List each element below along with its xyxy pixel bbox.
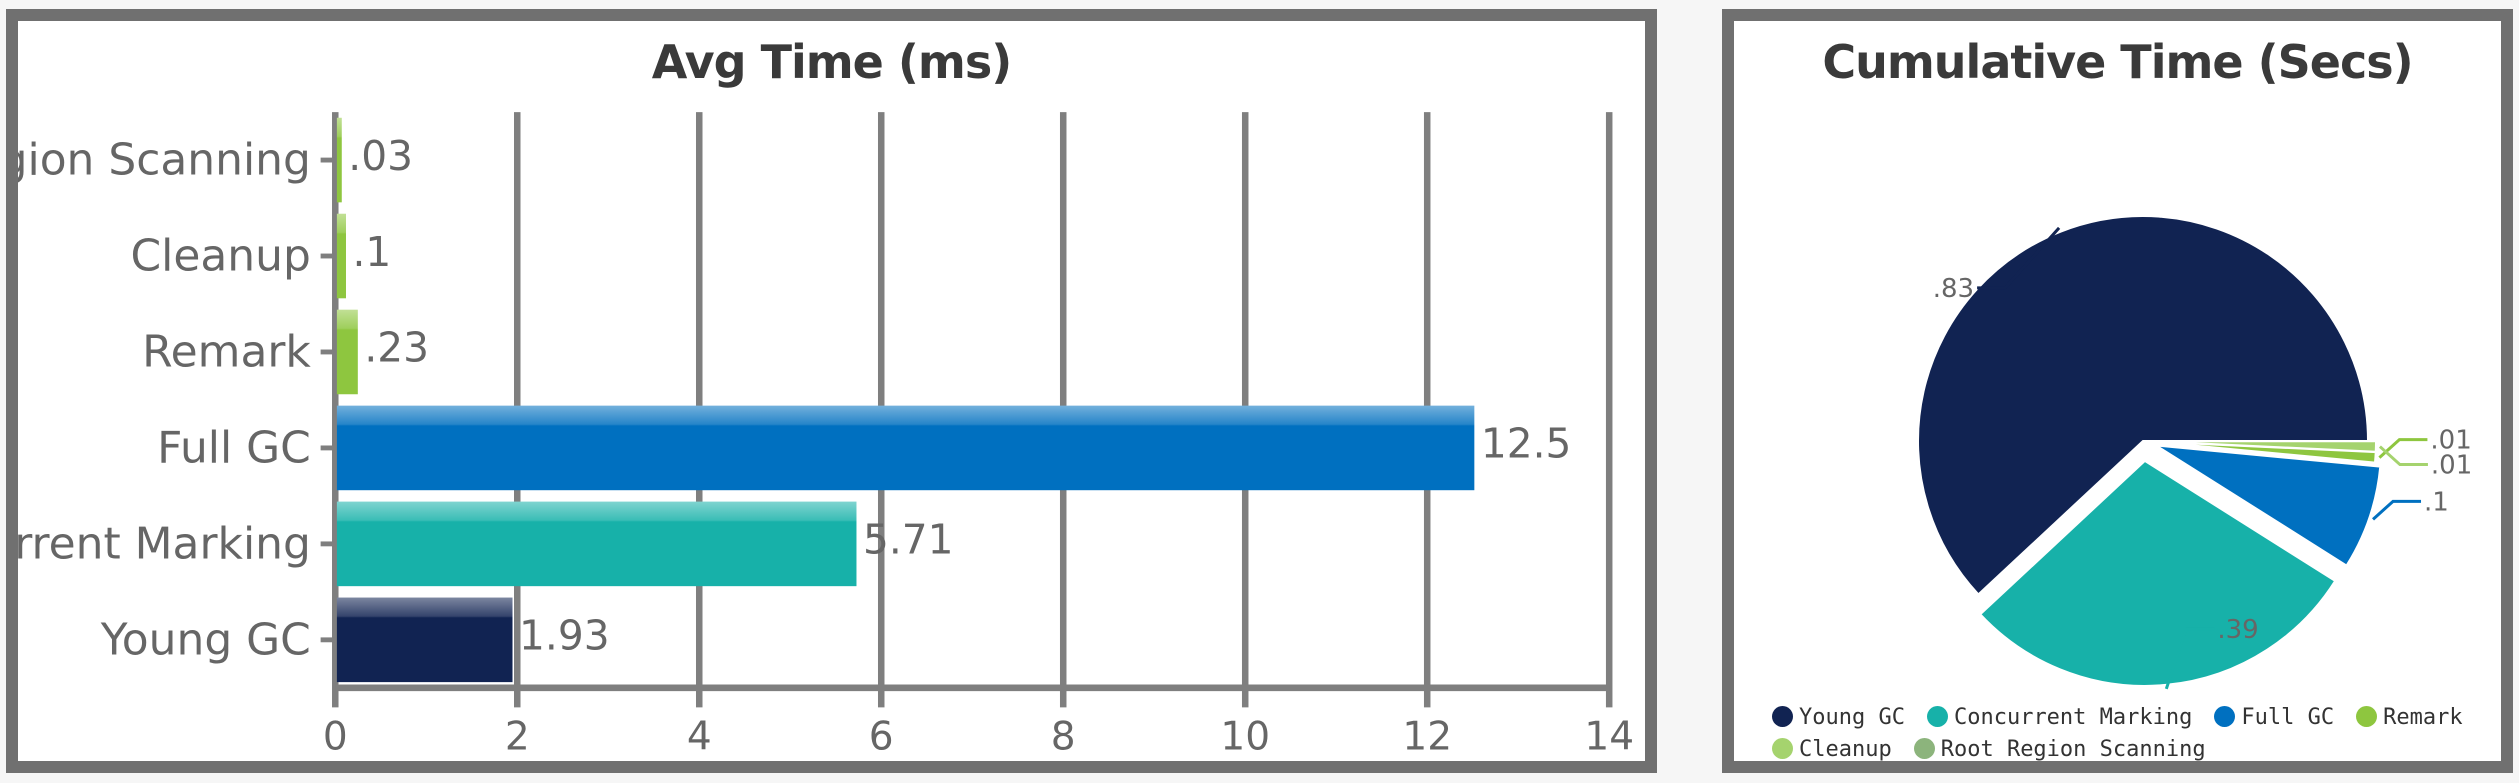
legend-item-young-gc[interactable]: Young GC: [1772, 702, 1905, 734]
bar-remark: [336, 309, 358, 395]
callout-line-concurrent-marking: [2164, 627, 2215, 690]
legend-item-remark[interactable]: Remark: [2356, 702, 2463, 734]
slice-full-gc: [2155, 444, 2382, 567]
pie-legend: Young GC Concurrent Marking Full GC Remark C…: [1772, 702, 2492, 766]
legend-item-concurrent-marking[interactable]: Concurrent Marking: [1926, 702, 2193, 734]
bar-young-gc: [336, 597, 513, 683]
x-tick-label-0: 0: [323, 715, 348, 760]
x-tick-label-10: 10: [1220, 715, 1270, 760]
bar-cleanup: [336, 213, 346, 299]
data-label-remark: .23: [364, 324, 429, 372]
legend-item-root-region-scanning[interactable]: Root Region Scanning: [1913, 734, 2206, 766]
data-label-cleanup: .1: [352, 228, 391, 276]
legend-item-full-gc[interactable]: Full GC: [2214, 702, 2334, 734]
bar-root-region-scanning: [336, 117, 342, 203]
data-label-young-gc: 1.93: [519, 612, 610, 660]
y-tick-label-cleanup: Cleanup: [131, 231, 311, 282]
legend-marker-concurrent-marking: [1926, 706, 1948, 727]
legend-marker-root-region-scanning: [1913, 738, 1935, 759]
legend-item-cleanup[interactable]: Cleanup: [1772, 734, 1892, 766]
slice-concurrent-marking: [1978, 459, 2337, 687]
avg-time-chart-panel: Avg Time (ms) 0 2 4 6 8 10 12 14 Root Region Sca…: [6, 9, 1657, 773]
x-tick-label-6: 6: [869, 715, 894, 760]
data-label-full-gc: 12.5: [1481, 420, 1572, 468]
legend-label-cleanup: Cleanup: [1799, 737, 1892, 762]
x-tick-label-12: 12: [1402, 715, 1452, 760]
legend-label-young-gc: Young GC: [1799, 705, 1905, 730]
legend-marker-cleanup: [1772, 738, 1793, 759]
data-label-root-region-scanning: .03: [348, 132, 413, 180]
bar-full-gc: [336, 405, 1475, 491]
slice-label-concurrent-marking: .39: [2217, 615, 2258, 645]
x-tick-label-4: 4: [687, 715, 712, 760]
slice-label-full-gc: .1: [2424, 487, 2449, 517]
legend-label-root-region-scanning: Root Region Scanning: [1940, 737, 2206, 762]
bar-concurrent-marking: [336, 501, 857, 587]
legend-label-concurrent-marking: Concurrent Marking: [1953, 705, 2193, 730]
legend-marker-full-gc: [2214, 706, 2236, 727]
y-tick-label-root-region-scanning: Root Region Scanning: [18, 135, 311, 186]
cumulative-time-pie-chart: .83 .39 .1 .01.01: [1917, 215, 2472, 690]
legend-marker-young-gc: [1772, 706, 1793, 727]
y-tick-label-full-gc: Full GC: [157, 423, 311, 474]
callout-line-cleanup: [2378, 445, 2428, 467]
x-tick-label-14: 14: [1584, 715, 1634, 760]
slice-cleanup: [2150, 440, 2377, 453]
avg-time-chart-title: Avg Time (ms): [651, 35, 1013, 89]
slice-young-gc: [1917, 215, 2370, 596]
data-label-concurrent-marking: 5.71: [863, 516, 954, 564]
legend-marker-remark: [2356, 706, 2378, 727]
x-tick-label-8: 8: [1051, 715, 1076, 760]
legend-label-remark: Remark: [2383, 705, 2463, 730]
cumulative-time-chart-panel: Cumulative Time (Secs) .83 .39 .1 .01.01 Yo…: [1722, 9, 2513, 773]
slice-label-remark: .01: [2430, 426, 2471, 456]
slice-label-cleanup: .01: [2431, 451, 2472, 481]
y-tick-label-remark: Remark: [142, 327, 311, 378]
callout-line-full-gc: [2372, 499, 2422, 521]
cumulative-time-chart-title: Cumulative Time (Secs): [1822, 35, 2413, 89]
slice-label-young-gc: .83: [1933, 274, 1974, 304]
legend-label-full-gc: Full GC: [2241, 705, 2335, 730]
callout-line-remark: [2378, 438, 2428, 459]
avg-time-bar-chart: 0 2 4 6 8 10 12 14 Root Region Scanning .03 Cleanu…: [18, 112, 1634, 760]
x-tick-label-2: 2: [505, 715, 530, 760]
y-tick-label-concurrent-marking: Concurrent Marking: [18, 519, 311, 570]
callout-line-young-gc: [1977, 226, 2061, 290]
y-tick-label-young-gc: Young GC: [100, 614, 311, 665]
